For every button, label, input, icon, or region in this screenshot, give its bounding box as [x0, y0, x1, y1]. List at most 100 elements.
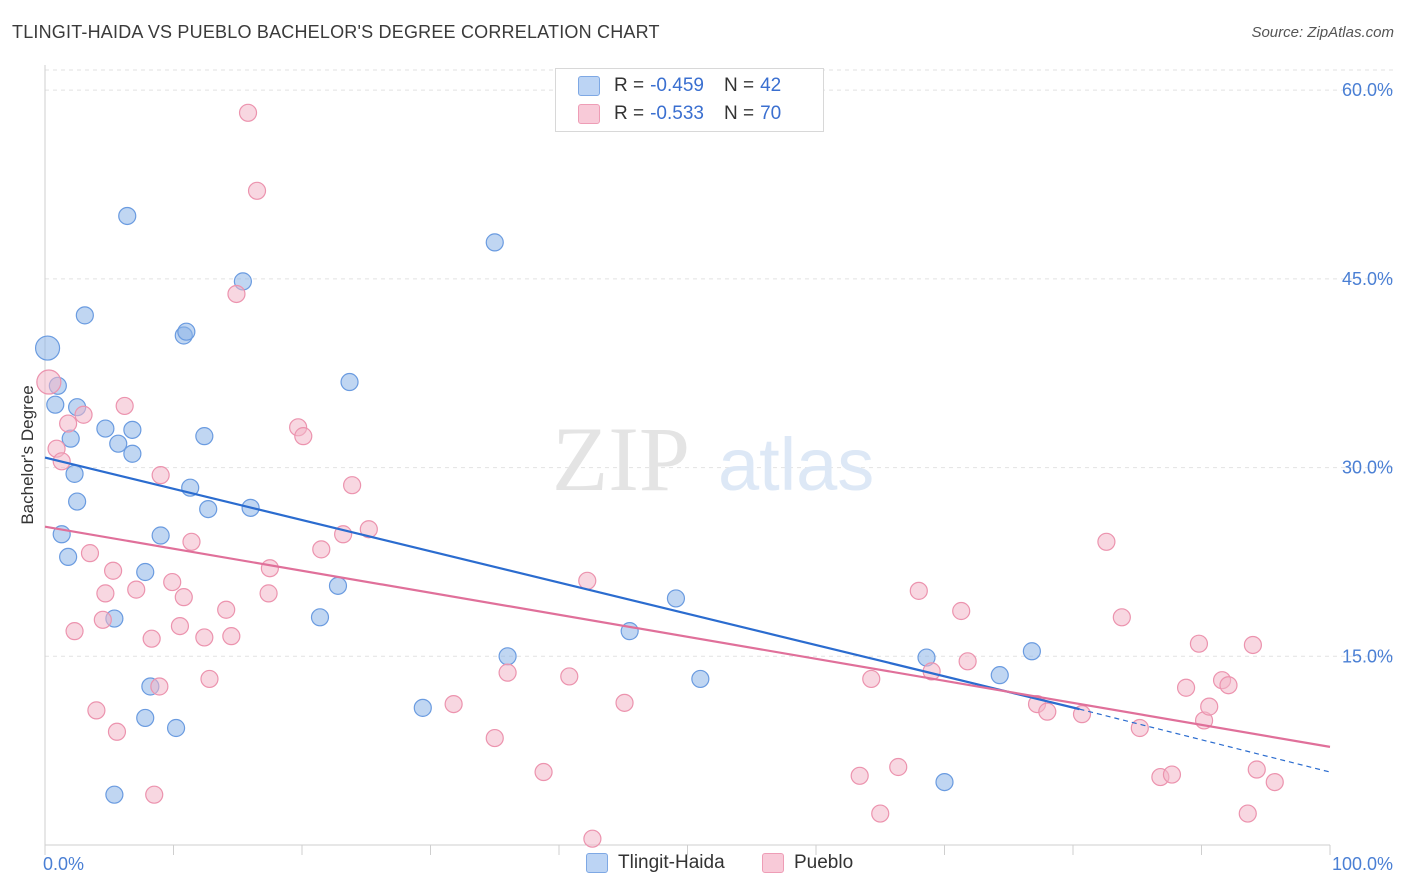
data-point — [560, 667, 579, 686]
x-tick-label: 0.0% — [43, 854, 84, 874]
data-point — [80, 544, 100, 563]
data-point — [909, 581, 928, 600]
data-point — [65, 622, 84, 641]
bottom-legend-swatch-tlingit-haida — [586, 853, 608, 873]
data-point — [199, 499, 218, 519]
data-point — [1200, 697, 1219, 716]
source-label: Source: ZipAtlas.com — [1251, 24, 1394, 41]
bottom-legend-pueblo: Pueblo — [762, 852, 853, 874]
data-point — [1112, 608, 1131, 627]
grid-lines — [45, 69, 1395, 657]
data-point — [136, 562, 155, 582]
data-point — [107, 722, 127, 741]
data-point — [65, 464, 84, 483]
data-point — [1162, 765, 1182, 784]
data-point — [166, 718, 186, 738]
trend-line-extension — [1079, 708, 1331, 773]
data-point — [1219, 676, 1238, 695]
data-point — [889, 757, 908, 777]
data-point — [150, 677, 169, 696]
watermark-atlas: atlas — [718, 423, 874, 506]
data-point — [195, 628, 214, 647]
data-point — [413, 698, 432, 717]
legend-n-value: 42 — [760, 75, 782, 96]
data-point — [59, 414, 78, 433]
data-point — [182, 532, 201, 551]
data-point — [498, 647, 517, 666]
legend-swatch-pueblo — [578, 104, 600, 124]
legend-r-value: -0.459 — [650, 75, 704, 96]
data-point — [312, 540, 331, 559]
data-point — [583, 829, 602, 848]
data-point — [485, 728, 504, 748]
data-point — [498, 663, 517, 682]
data-point — [1243, 635, 1263, 655]
data-point — [294, 427, 313, 446]
data-point — [615, 693, 634, 712]
legend-r-label: R = — [614, 75, 645, 96]
data-point — [952, 601, 971, 621]
data-point — [68, 492, 87, 511]
legend-n-label: N = — [723, 103, 755, 124]
data-point — [444, 694, 463, 714]
data-point — [222, 627, 241, 646]
data-point — [217, 600, 236, 619]
data-point — [340, 372, 359, 392]
series-tlingit-haida — [34, 206, 1041, 804]
legend: R = -0.459 N = 42 R = -0.533 N = 70 — [555, 68, 824, 132]
data-point — [61, 429, 80, 448]
data-point — [170, 616, 190, 636]
data-point — [115, 396, 134, 416]
data-point — [1238, 804, 1257, 823]
data-point — [259, 584, 278, 603]
data-point — [195, 427, 214, 446]
legend-r-label: R = — [614, 103, 645, 124]
data-point — [151, 466, 170, 485]
trend-line — [44, 456, 1080, 711]
y-tick-label: 30.0% — [1342, 458, 1393, 478]
data-point — [1130, 718, 1149, 738]
data-point — [96, 584, 115, 603]
data-point — [691, 669, 710, 689]
data-point — [1038, 702, 1057, 721]
data-point — [328, 576, 348, 595]
data-point — [247, 181, 267, 200]
data-point — [136, 708, 155, 728]
data-point — [850, 766, 869, 785]
data-point — [1022, 642, 1041, 661]
data-point — [871, 804, 890, 823]
data-point — [485, 233, 504, 252]
data-point — [1265, 772, 1284, 792]
data-point — [227, 284, 246, 304]
data-point — [36, 369, 62, 395]
y-tick-label: 45.0% — [1342, 269, 1393, 289]
bottom-legend-label: Pueblo — [794, 852, 854, 873]
data-point — [174, 588, 193, 607]
data-point — [935, 772, 954, 792]
data-point — [862, 669, 881, 689]
data-point — [990, 666, 1009, 685]
series-pueblo — [36, 103, 1284, 848]
data-point — [123, 444, 142, 463]
axes — [44, 65, 1331, 855]
tick-labels: 15.0% 30.0% 45.0% 60.0% 0.0% 100.0% — [43, 80, 1393, 874]
x-tick-label: 100.0% — [1332, 854, 1393, 874]
data-point — [1072, 705, 1092, 724]
data-point — [142, 629, 161, 648]
bottom-legend-label: Tlingit-Haida — [618, 852, 725, 873]
data-point — [123, 420, 142, 439]
data-point — [105, 785, 124, 804]
data-point — [1247, 760, 1266, 779]
data-point — [1097, 532, 1116, 551]
data-point — [200, 669, 219, 689]
data-point — [578, 571, 597, 590]
y-tick-label: 60.0% — [1342, 80, 1393, 100]
data-point — [96, 419, 115, 438]
data-point — [343, 476, 362, 495]
data-point — [59, 547, 78, 567]
data-point — [310, 608, 330, 627]
data-point — [46, 395, 65, 414]
data-point — [93, 610, 112, 629]
data-points — [34, 103, 1284, 848]
